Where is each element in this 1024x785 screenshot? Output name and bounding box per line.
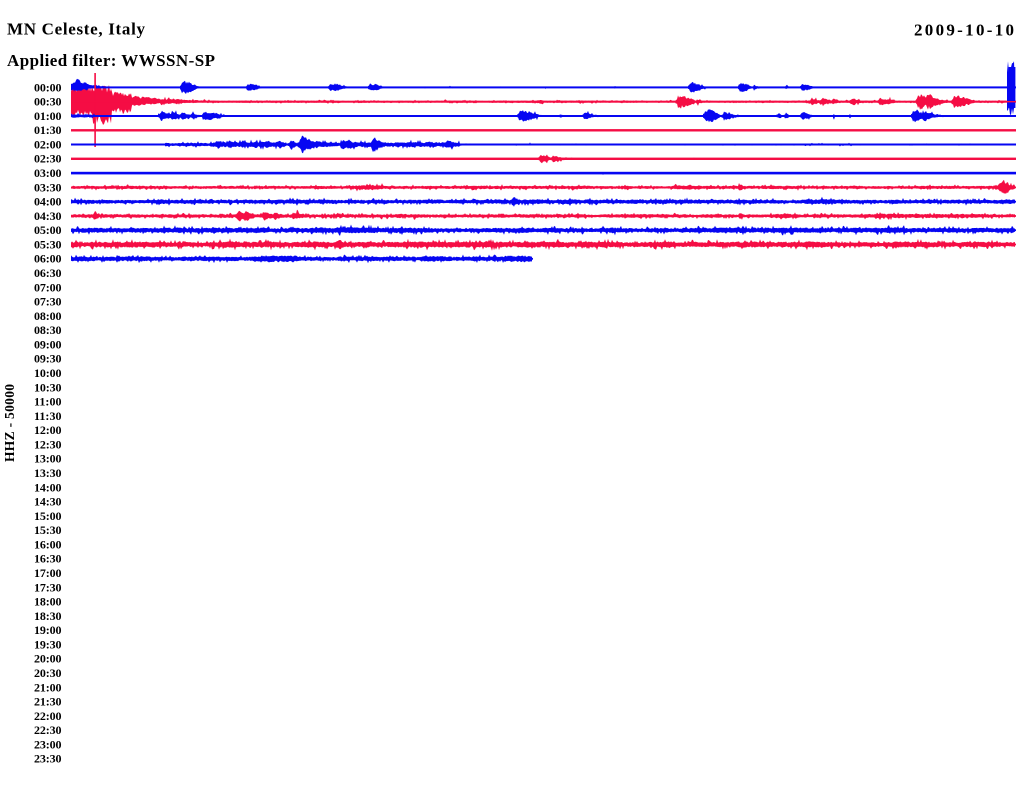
svg-text:20:00: 20:00 [34,652,62,666]
svg-text:22:00: 22:00 [34,709,62,723]
svg-text:18:00: 18:00 [34,595,62,609]
svg-text:11:30: 11:30 [34,409,62,423]
svg-text:17:00: 17:00 [34,566,62,580]
svg-text:HHZ - 50000: HHZ - 50000 [2,384,17,462]
svg-text:14:00: 14:00 [34,480,62,494]
svg-text:07:30: 07:30 [34,295,62,309]
svg-text:10:30: 10:30 [34,380,62,394]
svg-text:21:00: 21:00 [34,680,62,694]
svg-text:08:30: 08:30 [34,323,62,337]
svg-text:12:00: 12:00 [34,423,62,437]
svg-text:16:00: 16:00 [34,537,62,551]
svg-text:20:30: 20:30 [34,666,62,680]
svg-text:19:00: 19:00 [34,623,62,637]
svg-text:09:00: 09:00 [34,337,62,351]
svg-text:05:30: 05:30 [34,237,62,251]
svg-text:23:30: 23:30 [34,752,62,766]
svg-text:13:30: 13:30 [34,466,62,480]
svg-text:06:30: 06:30 [34,266,62,280]
svg-text:06:00: 06:00 [34,252,62,266]
svg-text:MN Celeste, Italy: MN Celeste, Italy [7,20,146,39]
svg-text:01:00: 01:00 [34,109,62,123]
svg-text:13:00: 13:00 [34,452,62,466]
svg-text:16:30: 16:30 [34,552,62,566]
svg-text:03:30: 03:30 [34,180,62,194]
svg-text:19:30: 19:30 [34,637,62,651]
svg-text:04:00: 04:00 [34,195,62,209]
svg-text:04:30: 04:30 [34,209,62,223]
svg-text:02:30: 02:30 [34,152,62,166]
svg-text:01:30: 01:30 [34,123,62,137]
svg-text:10:00: 10:00 [34,366,62,380]
svg-text:23:00: 23:00 [34,737,62,751]
svg-text:Applied filter: WWSSN-SP: Applied filter: WWSSN-SP [7,51,215,70]
svg-text:14:30: 14:30 [34,495,62,509]
svg-text:07:00: 07:00 [34,280,62,294]
svg-text:17:30: 17:30 [34,580,62,594]
svg-text:02:00: 02:00 [34,137,62,151]
svg-text:09:30: 09:30 [34,352,62,366]
svg-text:12:30: 12:30 [34,437,62,451]
svg-text:22:30: 22:30 [34,723,62,737]
svg-text:21:30: 21:30 [34,695,62,709]
svg-text:11:00: 11:00 [34,395,62,409]
svg-text:00:00: 00:00 [34,80,62,94]
svg-text:05:00: 05:00 [34,223,62,237]
svg-text:18:30: 18:30 [34,609,62,623]
svg-text:15:30: 15:30 [34,523,62,537]
svg-text:08:00: 08:00 [34,309,62,323]
svg-text:15:00: 15:00 [34,509,62,523]
svg-text:03:00: 03:00 [34,166,62,180]
svg-text:00:30: 00:30 [34,95,62,109]
